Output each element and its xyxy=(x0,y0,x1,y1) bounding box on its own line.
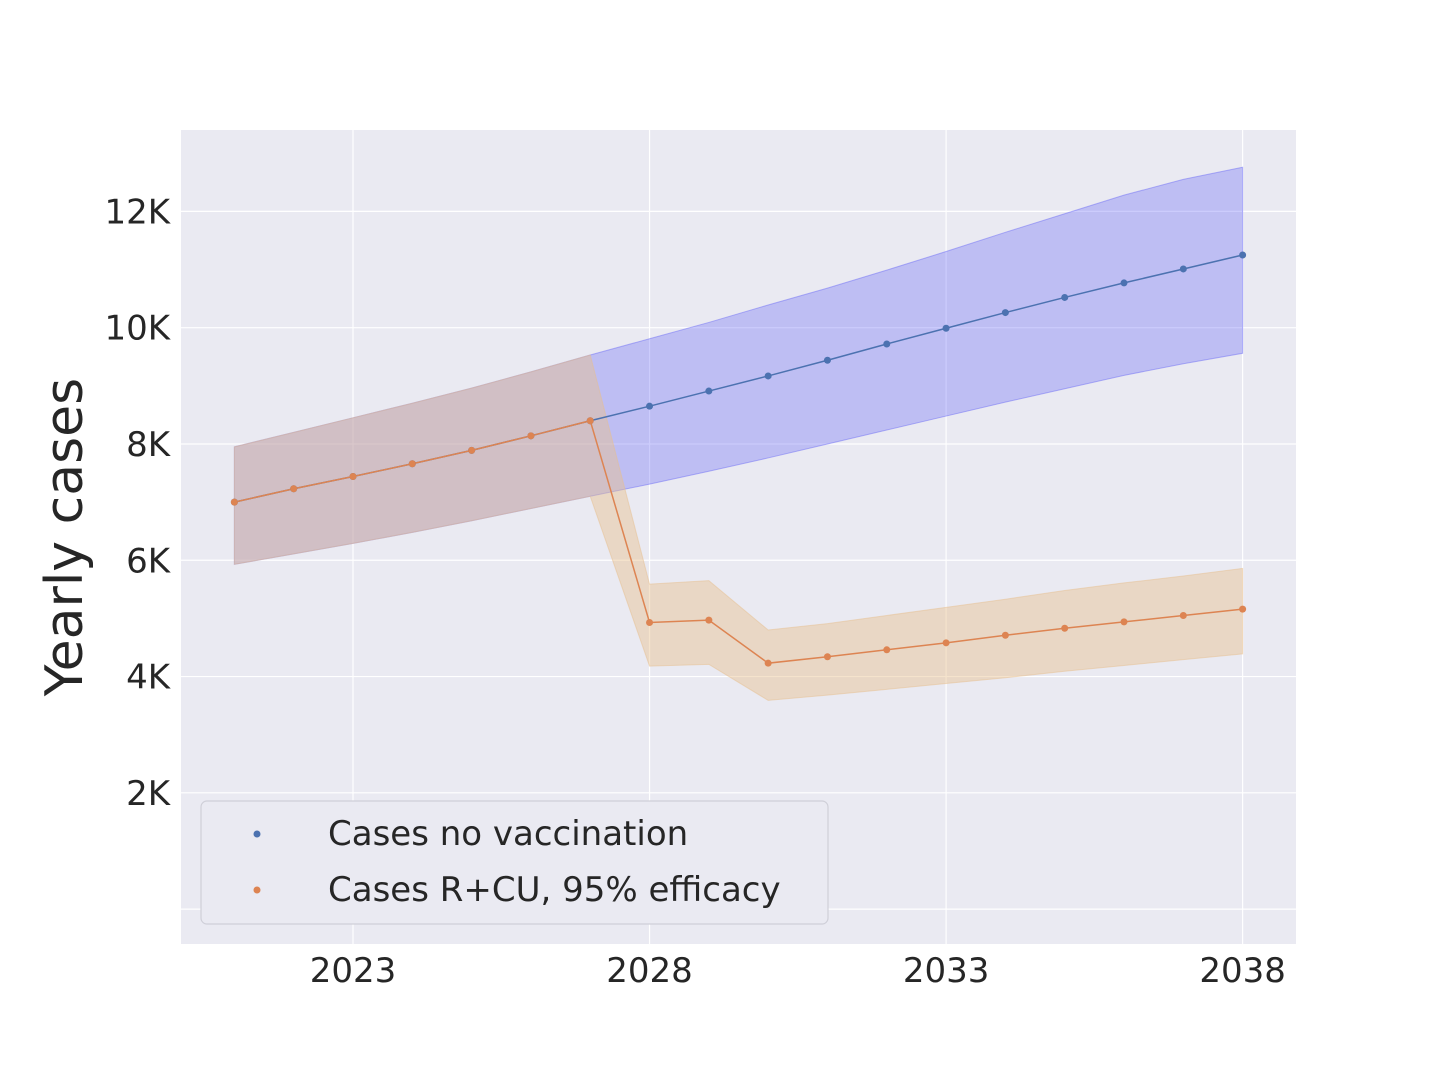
data-point-series-0 xyxy=(705,387,713,395)
y-axis-ticks: 2K 4K 6K 8K 10K 12K xyxy=(104,192,171,813)
y-tick-label: 10K xyxy=(104,309,171,349)
x-tick-label: 2038 xyxy=(1199,951,1286,991)
data-point-series-1 xyxy=(1179,611,1187,619)
data-point-series-1 xyxy=(527,432,535,440)
data-point-series-1 xyxy=(468,446,476,454)
data-point-series-0 xyxy=(883,340,891,348)
legend-marker-rcu-vaccination xyxy=(253,886,261,894)
data-point-series-1 xyxy=(1120,618,1128,626)
legend-marker-no-vaccination xyxy=(253,830,261,838)
y-tick-label: 2K xyxy=(126,774,172,814)
data-point-series-1 xyxy=(1001,631,1009,639)
data-point-series-1 xyxy=(1061,624,1069,632)
legend: Cases no vaccination Cases R+CU, 95% eff… xyxy=(200,800,829,925)
x-tick-label: 2028 xyxy=(606,951,693,991)
data-point-series-1 xyxy=(230,498,238,506)
series-points xyxy=(230,251,1247,667)
data-point-series-1 xyxy=(1239,605,1247,613)
confidence-bands xyxy=(233,166,1244,701)
legend-label-no-vaccination: Cases no vaccination xyxy=(328,814,688,854)
data-point-series-0 xyxy=(646,402,654,410)
data-point-series-1 xyxy=(349,473,357,481)
data-point-series-0 xyxy=(942,324,950,332)
data-point-series-0 xyxy=(1120,279,1128,287)
data-point-series-0 xyxy=(1001,309,1009,317)
legend-label-rcu-vaccination: Cases R+CU, 95% efficacy xyxy=(328,870,781,910)
data-point-series-0 xyxy=(764,372,772,380)
data-point-series-0 xyxy=(1179,265,1187,273)
x-tick-label: 2023 xyxy=(310,951,397,991)
x-axis-ticks: 2023 2028 2033 2038 xyxy=(310,951,1286,991)
data-point-series-1 xyxy=(823,653,831,661)
data-point-series-1 xyxy=(883,646,891,654)
y-tick-label: 6K xyxy=(126,541,172,581)
data-point-series-0 xyxy=(1061,293,1069,301)
data-point-series-1 xyxy=(408,460,416,468)
grid-lines xyxy=(181,130,1296,944)
series-lines xyxy=(234,254,1243,664)
data-point-series-0 xyxy=(1239,251,1247,259)
data-point-series-1 xyxy=(705,616,713,624)
data-point-series-1 xyxy=(764,659,772,667)
x-tick-label: 2033 xyxy=(903,951,990,991)
y-tick-label: 4K xyxy=(126,658,172,698)
data-point-series-1 xyxy=(290,485,298,493)
series-line-1 xyxy=(234,419,1243,664)
confidence-band-1 xyxy=(233,354,1244,701)
data-point-series-0 xyxy=(823,356,831,364)
data-point-series-1 xyxy=(586,417,594,425)
y-tick-label: 12K xyxy=(104,192,171,232)
data-point-series-1 xyxy=(942,639,950,647)
y-tick-label: 8K xyxy=(126,425,172,465)
legend-box xyxy=(200,800,829,925)
data-point-series-1 xyxy=(646,618,654,626)
y-axis-label: Yearly cases xyxy=(35,378,95,697)
